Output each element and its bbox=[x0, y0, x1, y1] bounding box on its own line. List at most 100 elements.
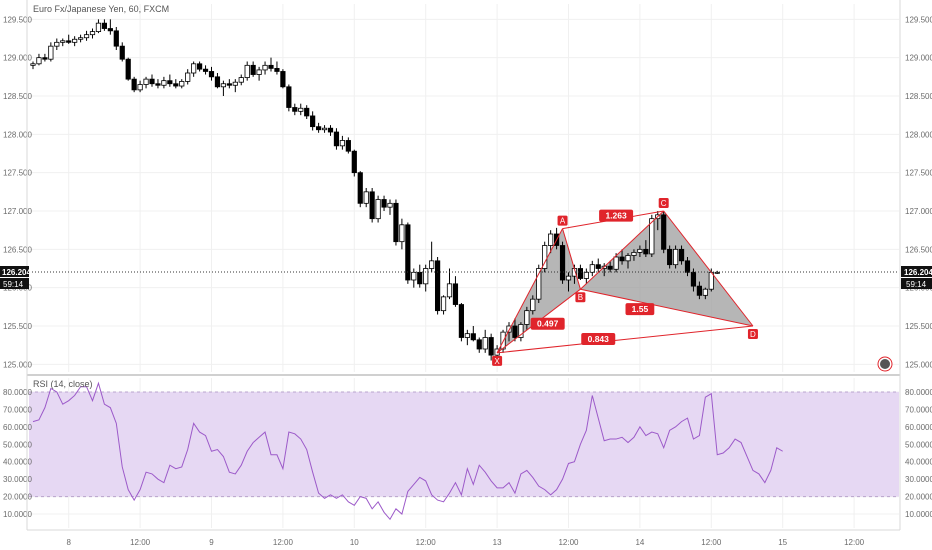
time-tick-label: 12:00 bbox=[844, 538, 865, 547]
price-tick-label-left: 127.500 bbox=[3, 169, 32, 178]
rsi-tick-label-left: 20.0000 bbox=[3, 493, 32, 502]
candle bbox=[42, 57, 48, 60]
time-tick-label: 9 bbox=[209, 538, 214, 547]
candle bbox=[78, 37, 84, 40]
rsi-tick-label-right: 40.0000 bbox=[905, 458, 932, 467]
time-tick-label: 12:00 bbox=[701, 538, 722, 547]
candle bbox=[583, 271, 589, 279]
price-tick-label-right: 129.500 bbox=[905, 15, 932, 24]
candle bbox=[607, 265, 613, 270]
pattern-leg-ab bbox=[562, 228, 581, 290]
pattern-ratio-badge bbox=[625, 303, 655, 316]
time-tick-label: 12:00 bbox=[130, 538, 151, 547]
candle bbox=[518, 324, 524, 338]
candle bbox=[619, 256, 625, 262]
rsi-tick-label-right: 10.0000 bbox=[905, 510, 932, 519]
rsi-tick-label-left: 80.0000 bbox=[3, 388, 32, 397]
price-tick-label-left: 125.000 bbox=[3, 360, 32, 369]
candle bbox=[238, 77, 244, 83]
rsi-axis[interactable]: 10.0000 10.0000 20.0000 20.0000 30.0000 30.00… bbox=[3, 388, 932, 519]
candle bbox=[36, 57, 42, 65]
candle bbox=[327, 127, 334, 133]
rsi-tick-label-left: 30.0000 bbox=[3, 475, 32, 484]
pattern-ratio-badge bbox=[581, 333, 616, 346]
pattern-point-label: D bbox=[750, 330, 756, 339]
candle bbox=[167, 80, 173, 85]
candle bbox=[161, 80, 167, 86]
candle bbox=[226, 83, 232, 86]
candle bbox=[244, 64, 250, 79]
candle bbox=[702, 288, 708, 296]
candle bbox=[524, 310, 530, 325]
candle bbox=[339, 140, 346, 147]
candle bbox=[60, 40, 66, 43]
candle bbox=[179, 81, 185, 87]
candle bbox=[506, 325, 512, 333]
time-tick-label: 12:00 bbox=[416, 538, 437, 547]
candle bbox=[530, 298, 536, 312]
candle bbox=[173, 83, 179, 87]
candle bbox=[304, 107, 310, 117]
pattern-leg-bc bbox=[580, 210, 665, 290]
time-axis[interactable]: 8 12:00 9 12:00 10 12:00 13 12:00 14 12:00 15 12:00 bbox=[66, 538, 864, 547]
rsi-tick-label-right: 60.0000 bbox=[905, 423, 932, 432]
candle bbox=[72, 38, 78, 43]
candle bbox=[274, 68, 280, 72]
candle bbox=[256, 69, 262, 75]
candle bbox=[387, 202, 393, 208]
candle bbox=[262, 64, 268, 71]
price-tick-label-left: 129.500 bbox=[3, 15, 32, 24]
last-price-label-left: 126.204 bbox=[2, 268, 31, 277]
candle bbox=[185, 72, 191, 82]
candle bbox=[595, 264, 601, 269]
candle bbox=[214, 76, 221, 88]
candle bbox=[280, 71, 286, 88]
price-tick-label-right: 128.000 bbox=[905, 130, 932, 139]
pattern-ratio-badge bbox=[599, 209, 634, 222]
time-tick-label: 10 bbox=[350, 538, 359, 547]
candle bbox=[202, 68, 209, 72]
candle bbox=[482, 337, 488, 350]
rsi-tick-label-left: 70.0000 bbox=[3, 405, 32, 414]
pattern-point-badge bbox=[658, 198, 669, 208]
candle bbox=[678, 248, 685, 262]
rsi-line bbox=[32, 381, 783, 521]
candle bbox=[292, 107, 298, 112]
candle bbox=[268, 64, 274, 69]
candle bbox=[345, 140, 351, 152]
candle bbox=[536, 268, 542, 300]
candle bbox=[54, 41, 60, 47]
pattern-point-badge bbox=[747, 329, 758, 339]
candle bbox=[423, 268, 429, 285]
candle bbox=[673, 248, 679, 266]
pattern-point-label: B bbox=[578, 293, 583, 302]
price-tick-label-right: 125.000 bbox=[905, 360, 932, 369]
price-tick-label-left: 128.500 bbox=[3, 92, 32, 101]
candle bbox=[577, 268, 584, 279]
time-tick-label: 14 bbox=[635, 538, 644, 547]
candle bbox=[119, 45, 125, 60]
pattern-point-badge bbox=[575, 292, 586, 303]
candle bbox=[440, 296, 447, 312]
candle bbox=[488, 337, 494, 356]
broker-logo-icon[interactable] bbox=[877, 356, 893, 372]
price-tick-label-left: 129.000 bbox=[3, 54, 32, 63]
candle bbox=[446, 283, 453, 298]
pattern-point-label: C bbox=[661, 199, 667, 208]
candle bbox=[149, 78, 155, 85]
price-tick-label-left: 125.500 bbox=[3, 322, 32, 331]
candle bbox=[476, 339, 482, 350]
candle bbox=[696, 285, 703, 296]
rsi-tick-label-right: 30.0000 bbox=[905, 475, 932, 484]
pattern-point-label: X bbox=[494, 357, 500, 366]
candle bbox=[714, 271, 720, 274]
candle bbox=[399, 224, 405, 243]
candle bbox=[232, 81, 238, 86]
rsi-tick-label-right: 20.0000 bbox=[905, 493, 932, 502]
rsi-tick-label-right: 70.0000 bbox=[905, 405, 932, 414]
pattern-ratio-label: 1.55 bbox=[632, 304, 649, 314]
candle bbox=[381, 199, 387, 208]
price-tick-label-right: 129.000 bbox=[905, 54, 932, 63]
candle bbox=[89, 31, 96, 36]
candle bbox=[625, 255, 631, 262]
